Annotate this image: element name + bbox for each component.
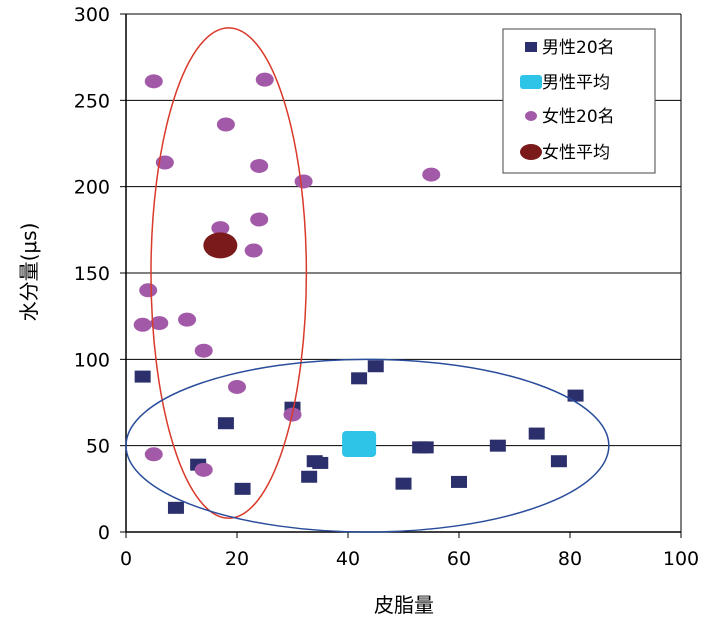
point-female: [133, 317, 152, 332]
legend-label: 女性平均: [542, 143, 610, 163]
point-female: [144, 74, 163, 89]
legend-label: 女性20名: [542, 107, 615, 127]
point-female: [294, 174, 313, 189]
legend-marker-female: [525, 111, 537, 121]
point-male: [367, 360, 384, 373]
point-male: [351, 372, 368, 385]
y-tick-label: 200: [74, 177, 110, 199]
x-axis-title: 皮脂量: [374, 593, 434, 617]
y-tick-label: 300: [74, 4, 110, 26]
point-female: [228, 379, 246, 394]
legend-marker-female-average: [520, 144, 542, 160]
point-female: [255, 72, 274, 87]
y-tick-label: 100: [74, 349, 110, 371]
point-female: [194, 343, 213, 358]
point-male: [451, 475, 467, 488]
point-male: [234, 482, 251, 495]
y-tick-label: 250: [74, 90, 110, 112]
point-female: [250, 158, 269, 173]
point-male: [301, 470, 318, 483]
tick-labels: 0 50 100 150 200 250 300 0 20 40 60 80 100: [74, 4, 699, 570]
female-cluster-ellipse: [150, 27, 308, 519]
point-male-average: [342, 430, 377, 457]
y-tick-label: 0: [98, 522, 110, 544]
x-tick-label: 100: [663, 548, 699, 570]
point-male: [134, 370, 151, 383]
point-male: [417, 441, 434, 454]
grid-lines: [126, 13, 681, 447]
data-points: [133, 72, 584, 514]
x-tick-label: 60: [447, 548, 471, 570]
y-axis-title: 水分量(μs): [17, 223, 41, 322]
point-male: [550, 455, 567, 468]
point-female: [144, 447, 163, 462]
point-female: [216, 117, 235, 132]
point-male: [489, 439, 506, 452]
point-female: [244, 243, 263, 258]
legend-label: 男性平均: [542, 73, 610, 93]
point-male: [567, 389, 584, 402]
point-female: [211, 221, 230, 236]
legend-marker-male: [525, 42, 537, 52]
legend-marker-male-average: [520, 75, 542, 89]
point-female: [139, 283, 158, 298]
x-tick-label: 40: [336, 548, 360, 570]
cluster-ellipses: [125, 27, 610, 533]
point-male: [395, 477, 412, 490]
x-tick-label: 0: [120, 548, 132, 570]
legend-label: 男性20名: [542, 38, 615, 58]
point-female: [422, 167, 441, 182]
point-female: [250, 212, 269, 227]
x-tick-label: 20: [225, 548, 249, 570]
point-female: [150, 316, 169, 331]
y-tick-label: 150: [74, 263, 110, 285]
y-tick-label: 50: [86, 436, 110, 458]
point-female: [178, 312, 197, 327]
point-male: [312, 456, 329, 469]
point-male: [167, 501, 184, 514]
point-female-average: [203, 232, 238, 259]
x-tick-label: 80: [558, 548, 582, 570]
point-female: [194, 462, 213, 477]
male-cluster-ellipse: [125, 358, 610, 533]
point-male: [217, 417, 234, 430]
point-male: [528, 427, 545, 440]
